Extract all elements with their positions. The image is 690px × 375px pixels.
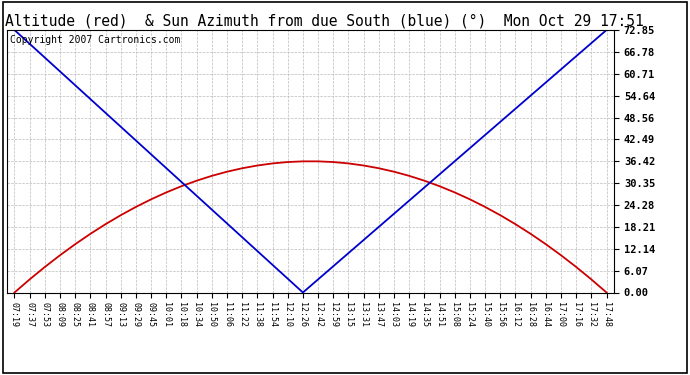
Text: Sun Altitude (red)  & Sun Azimuth from due South (blue) (°)  Mon Oct 29 17:51: Sun Altitude (red) & Sun Azimuth from du…: [0, 13, 644, 28]
Text: Copyright 2007 Cartronics.com: Copyright 2007 Cartronics.com: [10, 35, 180, 45]
